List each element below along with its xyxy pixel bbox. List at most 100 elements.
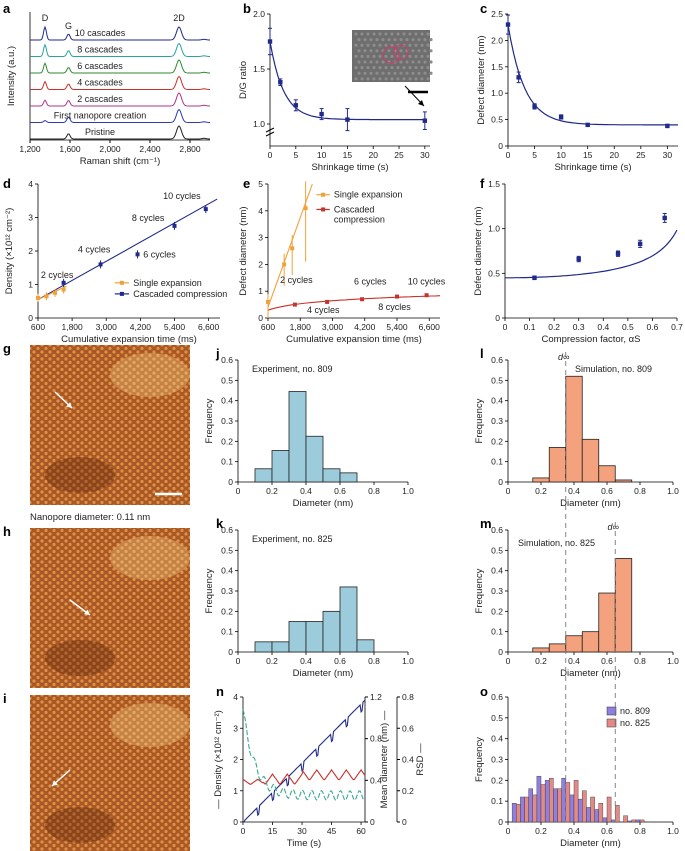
d-annotation: 2 cycles	[41, 270, 74, 280]
b-inset-lattice	[357, 49, 361, 53]
c-xtick-label: 0	[506, 150, 511, 160]
stm-caption-g: Nanopore diameter: 0.11 nm	[30, 512, 150, 523]
b-xtick-label: 5	[293, 150, 298, 160]
b-inset-lattice	[360, 43, 364, 47]
d-xtick-label: 1,800	[61, 322, 83, 332]
b-inset-lattice	[372, 54, 376, 59]
k-bar	[305, 621, 324, 653]
b-inset-lattice	[369, 60, 373, 64]
panel-label-e: e	[243, 176, 250, 191]
k-bar	[271, 641, 290, 653]
b-inset-lattice	[420, 32, 424, 36]
b-inset-lattice	[414, 77, 418, 81]
panel-label-i: i	[3, 691, 7, 706]
m-ytick-label: 0.2	[491, 606, 503, 616]
a-trace-label: 2 cascades	[77, 94, 123, 104]
stm-bright-region	[110, 703, 190, 747]
m-bar	[548, 643, 567, 653]
j-ytick-label: 0.4	[221, 396, 233, 406]
b-inset-lattice	[378, 77, 382, 81]
c-xlabel: Shrinkage time (s)	[554, 162, 631, 173]
l-bar	[532, 477, 550, 483]
f-point	[532, 275, 537, 280]
l-xlabel: Diameter (nm)	[560, 498, 621, 509]
stm-image-g	[30, 345, 190, 505]
o-legend-swatch	[606, 718, 617, 728]
o-bar	[516, 804, 521, 823]
b-inset-lattice	[417, 49, 421, 53]
b-inset-lattice	[417, 71, 421, 75]
d-annotation: 6 cycles	[143, 250, 176, 260]
e-xlabel: Cumulative expansion time (ms)	[286, 334, 422, 345]
b-xtick-label: 15	[343, 150, 353, 160]
e-xtick-label: 3,000	[322, 322, 344, 332]
j-xtick-label: 0.8	[368, 486, 380, 496]
n-y2tick-label: 0	[370, 817, 375, 827]
f-xtick-label: 0.6	[647, 322, 659, 332]
l-ytick-label: 0.1	[491, 457, 503, 467]
o-bar	[586, 807, 591, 823]
c-xtick-label: 15	[583, 150, 593, 160]
d-ytick-label: 4	[28, 179, 33, 189]
b-inset-lattice	[375, 60, 379, 64]
o-bar	[594, 809, 599, 823]
m-xtick-label: 0.6	[601, 656, 613, 666]
e-annotation: 2 cycles	[280, 275, 313, 285]
d-point	[53, 290, 58, 295]
j-ytick-label: 0.6	[221, 355, 233, 365]
o-xtick-label: 0.8	[634, 826, 646, 836]
o-bar	[602, 817, 608, 823]
d-legend-marker	[119, 280, 124, 285]
o-bar	[561, 778, 566, 823]
b-inset-defect-ring	[393, 44, 409, 60]
b-inset-lattice	[381, 60, 385, 64]
o-xtick-label: 0.2	[535, 826, 547, 836]
d-ytick-label: 1	[28, 280, 33, 290]
c-ytick-label: 1.0	[491, 88, 503, 98]
o-xtick-label: 0	[506, 826, 511, 836]
b-inset-lattice	[426, 43, 430, 47]
panel-label-h: h	[3, 524, 11, 539]
b-inset-lattice	[411, 38, 415, 42]
d-xtick-label: 3,000	[96, 322, 118, 332]
panel-label-j: j	[215, 346, 220, 361]
n-ylabel: — Density (×10¹² cm⁻²)	[213, 710, 224, 809]
d-legend-label: Cascaded compression	[133, 289, 227, 299]
b-inset-lattice	[375, 38, 379, 42]
k-bar	[288, 621, 307, 653]
b-ytick-label: 1.5	[253, 64, 265, 74]
b-inset-lattice	[360, 54, 364, 59]
stm-dark-region	[45, 640, 115, 676]
a-trace	[30, 25, 210, 41]
c-fit	[507, 24, 678, 126]
k-ytick-label: 0.2	[221, 606, 233, 616]
b-inset-lattice	[357, 38, 361, 42]
b-xtick-label: 20	[368, 150, 378, 160]
f-point	[576, 256, 581, 262]
j-bar	[339, 472, 358, 483]
e-annotation: 10 cycles	[408, 277, 446, 287]
m-marker-label: d∞	[608, 522, 619, 532]
e-legend-label: Cascaded	[334, 204, 375, 214]
b-inset-lattice	[360, 77, 364, 81]
stm-arrowhead	[84, 609, 90, 615]
f-xtick-label: 0.2	[548, 322, 560, 332]
l-xtick-label: 0.4	[568, 486, 580, 496]
n-y3tick-label: 0	[402, 817, 407, 827]
n-y3label: RSD —	[415, 743, 426, 776]
panel-label-f: f	[480, 176, 485, 191]
b-inset-lattice	[384, 54, 388, 59]
a-xtick-label: 2,000	[99, 144, 121, 154]
e-xtick-label: 4,200	[354, 322, 376, 332]
b-inset-lattice	[411, 71, 415, 75]
a-xlabel: Raman shift (cm⁻¹)	[80, 156, 161, 167]
o-bar	[544, 780, 550, 823]
e-legend-label: compression	[334, 214, 385, 224]
b-inset-lattice	[393, 38, 397, 42]
b-inset-lattice	[405, 71, 409, 75]
j-bar	[254, 468, 273, 483]
f-xtick-label: 0.5	[622, 322, 634, 332]
a-trace	[30, 108, 210, 123]
n-ytick-label: 2	[233, 755, 238, 765]
o-xtick-label: 0.4	[568, 826, 580, 836]
